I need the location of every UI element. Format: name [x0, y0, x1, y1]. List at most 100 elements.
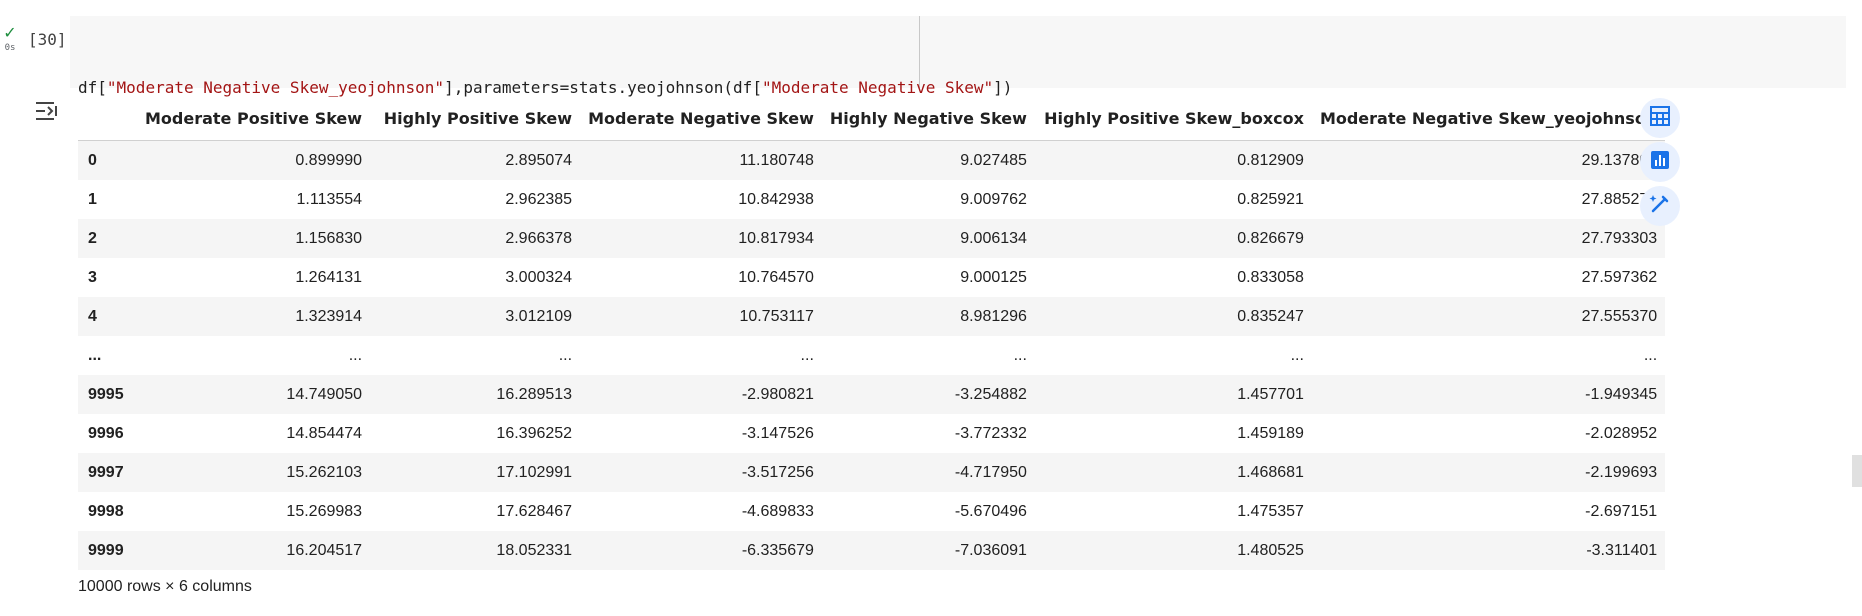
column-header: Moderate Negative Skew_yeojohnson — [1311, 96, 1666, 141]
check-icon: ✓ — [3, 25, 17, 42]
cell-status: ✓ 0s — [0, 26, 20, 54]
table-cell: 1.475357 — [1237, 502, 1304, 520]
table-cell: ... — [558, 346, 573, 364]
table-cell: 1.323914 — [295, 307, 363, 325]
table-cell: 8.981296 — [960, 307, 1027, 325]
table-cell: -6.335679 — [741, 541, 814, 559]
table-cell: 27.597362 — [1581, 268, 1658, 286]
table-cell: 27.793303 — [1581, 229, 1658, 247]
table-row: 9999 16.204517 18.052331 -6.335679 -7.03… — [78, 531, 1666, 570]
table-row: 0 0.899990 2.895074 11.180748 9.027485 0… — [78, 140, 1666, 180]
table-cell: 2.895074 — [505, 151, 573, 169]
table-row: 9998 15.269983 17.628467 -4.689833 -5.67… — [78, 492, 1665, 531]
table-cell: 0.899990 — [295, 151, 363, 169]
table-cell: 16.204517 — [286, 541, 363, 559]
table-cell: 29.137807 — [1581, 151, 1658, 169]
row-index: 9996 — [88, 424, 124, 442]
output-toggle-icon[interactable] — [34, 100, 60, 122]
table-row: 9995 14.749050 16.289513 -2.980821 -3.25… — [78, 375, 1666, 414]
table-cell: -2.199693 — [1585, 463, 1658, 481]
table-cell: 2.966378 — [505, 229, 573, 247]
table-cell: 1.156830 — [295, 229, 363, 247]
table-cell: -7.036091 — [954, 541, 1027, 559]
table-cell: 9.006134 — [960, 229, 1027, 247]
table-cell: 1.457701 — [1237, 385, 1304, 403]
table-cell: -2.028952 — [1585, 424, 1658, 442]
dataframe-shape: 10000 rows × 6 columns — [78, 578, 252, 595]
code-string: "Moderate Negative Skew_yeojohnson" — [106, 78, 445, 97]
row-index: ... — [88, 346, 102, 364]
table-cell: 10.764570 — [738, 268, 814, 286]
row-index: 3 — [88, 268, 97, 286]
table-cell: 0.835247 — [1237, 307, 1304, 325]
table-cell: 9.027485 — [960, 151, 1027, 169]
table-cell: 10.817934 — [738, 229, 814, 247]
bar-chart-icon — [1649, 149, 1671, 176]
table-cell: ... — [1643, 346, 1658, 364]
table-cell: 27.885274 — [1581, 190, 1658, 208]
table-cell: 9.009762 — [960, 190, 1027, 208]
code-editor[interactable]: df["Moderate Negative Skew_yeojohnson"],… — [70, 16, 1846, 169]
code-token: ],parameters=stats.yeojohnson(df[ — [444, 78, 762, 97]
table-cell: ... — [1290, 346, 1304, 364]
row-index: 9995 — [88, 385, 124, 403]
table-cell: 14.749050 — [286, 385, 363, 403]
code-token: df[ — [78, 78, 107, 97]
editor-ruler — [919, 16, 920, 88]
table-row-ellipsis: ... ... ... ... ... ... ... — [78, 336, 1665, 375]
table-cell: 18.052331 — [496, 541, 573, 559]
row-index: 0 — [88, 151, 97, 169]
column-header: Highly Positive Skew — [370, 96, 581, 141]
table-cell: 10.753117 — [739, 307, 814, 325]
table-cell: 16.396252 — [496, 424, 573, 442]
table-icon — [1649, 105, 1671, 132]
row-index: 9998 — [88, 502, 124, 520]
table-row: 9996 14.854474 16.396252 -3.147526 -3.77… — [78, 414, 1665, 453]
table-row: 1 1.113554 2.962385 10.842938 9.009762 0… — [78, 180, 1665, 219]
table-cell: ... — [1013, 346, 1027, 364]
row-index: 4 — [88, 307, 97, 325]
scrollbar-marker[interactable] — [1852, 455, 1862, 487]
table-cell: -3.517256 — [741, 463, 814, 481]
table-cell: 1.113554 — [296, 190, 363, 208]
generate-code-button[interactable] — [1640, 186, 1680, 226]
table-cell: -3.311401 — [1586, 541, 1658, 559]
code-line-2[interactable]: df — [78, 150, 98, 169]
table-cell: ... — [800, 346, 814, 364]
row-index: 2 — [88, 229, 97, 247]
table-cell: -2.980821 — [741, 385, 814, 403]
table-cell: 14.854474 — [286, 424, 363, 442]
column-header: Highly Negative Skew — [821, 96, 1035, 141]
table-cell: 1.459189 — [1237, 424, 1304, 442]
column-header: Moderate Negative Skew — [580, 96, 822, 141]
code-lines[interactable]: df["Moderate Negative Skew_yeojohnson"],… — [78, 28, 1012, 220]
table-cell: 3.012109 — [505, 307, 573, 325]
execution-time: 0s — [4, 43, 16, 53]
table-cell: 0.812909 — [1237, 151, 1304, 169]
code-line-1[interactable]: df["Moderate Negative Skew_yeojohnson"],… — [78, 76, 1012, 100]
magic-edit-icon — [1648, 192, 1672, 221]
table-cell: ... — [348, 346, 363, 364]
table-cell: 15.262103 — [286, 463, 363, 481]
table-cell: 9.000125 — [960, 268, 1027, 286]
row-index: 9997 — [88, 463, 124, 481]
table-cell: 27.555370 — [1581, 307, 1658, 325]
table-cell: 0.826679 — [1237, 229, 1304, 247]
table-cell: 0.825921 — [1237, 190, 1304, 208]
table-cell: -5.670496 — [954, 502, 1027, 520]
convert-to-table-button[interactable] — [1640, 98, 1680, 138]
index-header — [78, 96, 137, 141]
table-cell: -3.254882 — [954, 385, 1027, 403]
dataframe-output: Moderate Positive Skew Highly Positive S… — [78, 96, 1666, 570]
suggest-charts-button[interactable] — [1640, 142, 1680, 182]
table-header-row: Moderate Positive Skew Highly Positive S… — [78, 96, 1666, 141]
code-token: ]) — [993, 78, 1013, 97]
table-cell: 0.833058 — [1237, 268, 1304, 286]
dataframe-table: Moderate Positive Skew Highly Positive S… — [78, 96, 1666, 570]
table-row: 4 1.323914 3.012109 10.753117 8.981296 0… — [78, 297, 1666, 336]
table-row: 9997 15.262103 17.102991 -3.517256 -4.71… — [78, 453, 1666, 492]
execution-count[interactable]: [30] — [28, 30, 67, 49]
table-cell: 17.628467 — [496, 502, 573, 520]
table-cell: -1.949345 — [1585, 385, 1658, 403]
table-cell: 15.269983 — [286, 502, 363, 520]
